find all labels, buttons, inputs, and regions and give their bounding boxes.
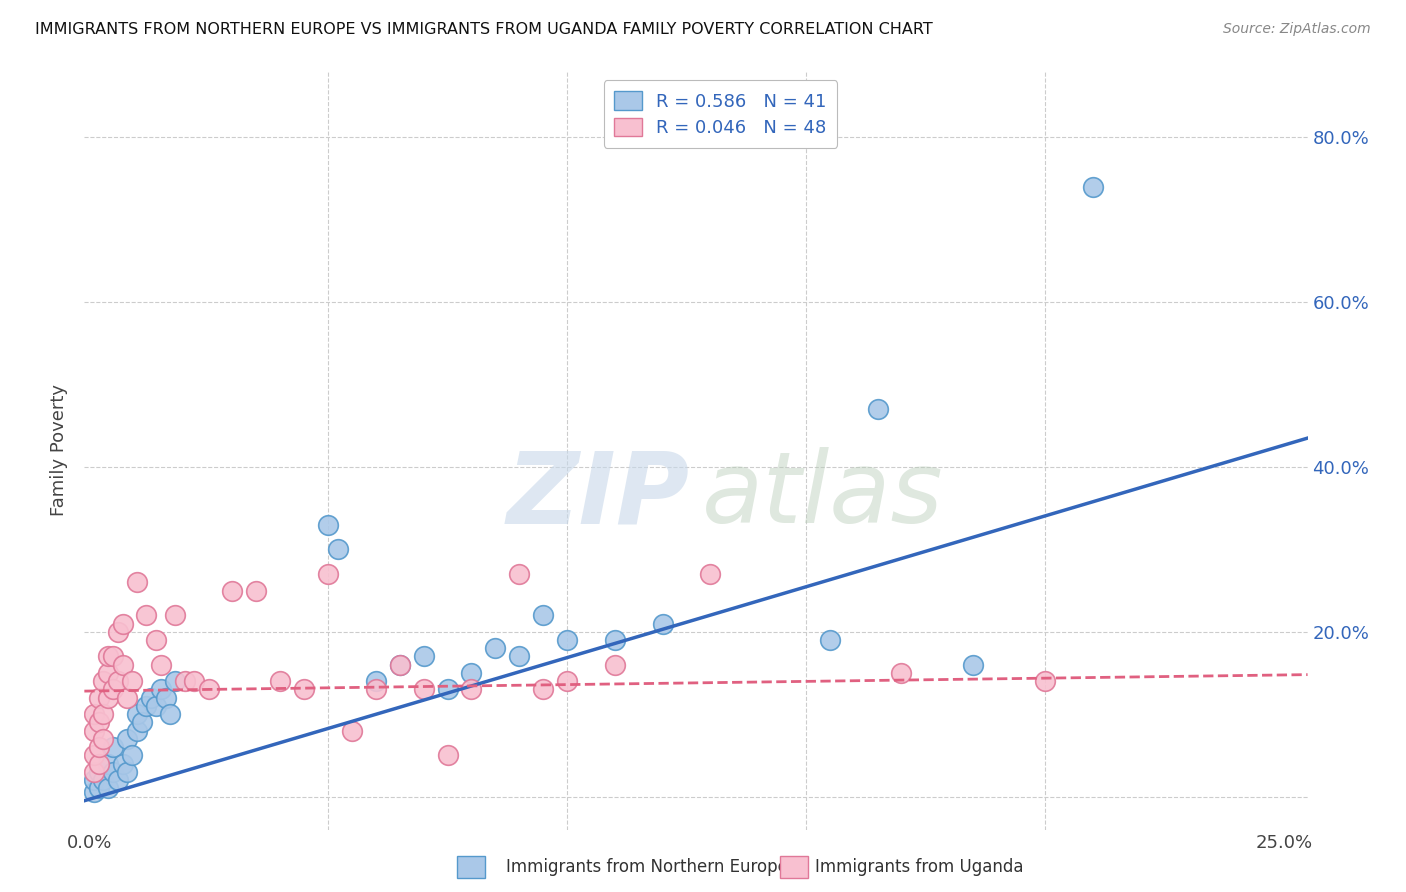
Point — [183, 674, 205, 689]
Point — [651, 616, 673, 631]
Point — [107, 773, 129, 788]
Point — [316, 567, 339, 582]
Point — [436, 748, 458, 763]
Point — [890, 665, 912, 680]
Y-axis label: Family Poverty: Family Poverty — [51, 384, 69, 516]
Point — [111, 616, 134, 631]
Point — [93, 773, 115, 788]
Point — [145, 633, 167, 648]
Point — [603, 657, 626, 672]
Point — [245, 583, 267, 598]
Point — [149, 682, 172, 697]
Point — [121, 748, 143, 763]
Point — [818, 633, 841, 648]
Point — [555, 674, 578, 689]
Point — [83, 748, 105, 763]
Point — [603, 633, 626, 648]
Text: atlas: atlas — [702, 448, 943, 544]
Point — [87, 764, 110, 779]
Point — [388, 657, 411, 672]
Point — [83, 764, 105, 779]
Point — [165, 674, 187, 689]
Point — [125, 707, 148, 722]
Point — [97, 756, 120, 771]
Point — [87, 756, 110, 771]
Point — [149, 657, 172, 672]
Point — [117, 764, 139, 779]
Point — [83, 707, 105, 722]
Point — [484, 641, 506, 656]
Text: Source: ZipAtlas.com: Source: ZipAtlas.com — [1223, 22, 1371, 37]
Point — [111, 756, 134, 771]
Point — [107, 624, 129, 639]
Point — [531, 608, 554, 623]
Point — [97, 781, 120, 796]
Point — [364, 674, 387, 689]
Text: Immigrants from Uganda: Immigrants from Uganda — [815, 858, 1024, 876]
Point — [165, 608, 187, 623]
Point — [135, 698, 157, 713]
Point — [131, 715, 153, 730]
Point — [221, 583, 243, 598]
Text: ZIP: ZIP — [506, 448, 690, 544]
Point — [460, 682, 482, 697]
Point — [531, 682, 554, 697]
Point — [508, 567, 530, 582]
Point — [197, 682, 219, 697]
Point — [93, 731, 115, 746]
Point — [135, 608, 157, 623]
Point — [93, 707, 115, 722]
Text: Immigrants from Northern Europe: Immigrants from Northern Europe — [506, 858, 787, 876]
Point — [107, 674, 129, 689]
Point — [1033, 674, 1056, 689]
Point — [97, 649, 120, 664]
Text: IMMIGRANTS FROM NORTHERN EUROPE VS IMMIGRANTS FROM UGANDA FAMILY POVERTY CORRELA: IMMIGRANTS FROM NORTHERN EUROPE VS IMMIG… — [35, 22, 934, 37]
Point — [125, 575, 148, 590]
Point — [101, 764, 124, 779]
Point — [117, 731, 139, 746]
Point — [141, 690, 163, 705]
Point — [460, 665, 482, 680]
Point — [83, 723, 105, 738]
Point — [121, 674, 143, 689]
Point — [326, 542, 349, 557]
Point — [101, 682, 124, 697]
Point — [436, 682, 458, 697]
Point — [125, 723, 148, 738]
Point — [87, 690, 110, 705]
Point — [155, 690, 177, 705]
Point — [269, 674, 291, 689]
Point — [292, 682, 315, 697]
Point — [173, 674, 195, 689]
Point — [412, 682, 434, 697]
Point — [508, 649, 530, 664]
Point — [87, 715, 110, 730]
Point — [1081, 179, 1104, 194]
Point — [83, 773, 105, 788]
Point — [316, 517, 339, 532]
Point — [101, 740, 124, 755]
Point — [97, 665, 120, 680]
Point — [364, 682, 387, 697]
Legend: R = 0.586   N = 41, R = 0.046   N = 48: R = 0.586 N = 41, R = 0.046 N = 48 — [603, 80, 837, 148]
Point — [97, 690, 120, 705]
Point — [699, 567, 721, 582]
Point — [159, 707, 181, 722]
Point — [87, 740, 110, 755]
Point — [111, 657, 134, 672]
Point — [87, 781, 110, 796]
Point — [117, 690, 139, 705]
Point — [145, 698, 167, 713]
Point — [101, 649, 124, 664]
Point — [93, 674, 115, 689]
Point — [388, 657, 411, 672]
Point — [962, 657, 984, 672]
Point — [412, 649, 434, 664]
Point — [83, 785, 105, 799]
Point — [555, 633, 578, 648]
Point — [340, 723, 363, 738]
Point — [866, 402, 889, 417]
